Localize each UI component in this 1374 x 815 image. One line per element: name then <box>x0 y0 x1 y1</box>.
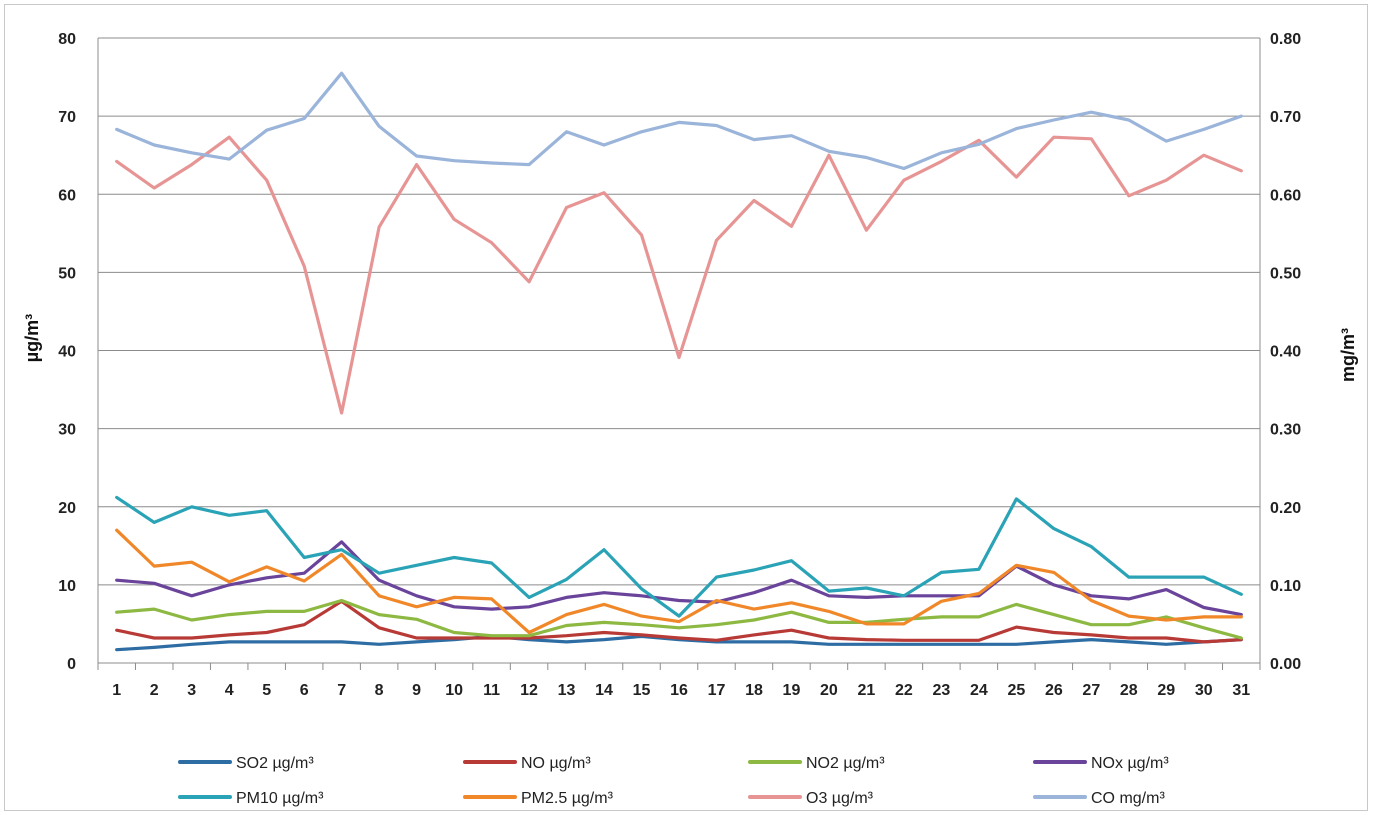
x-tick-label: 14 <box>595 682 613 699</box>
x-tick-label: 10 <box>445 682 463 699</box>
gridlines <box>98 37 1260 586</box>
x-tick-label: 29 <box>1157 682 1175 699</box>
y2-tick-label: 0.60 <box>1270 187 1301 204</box>
x-tick-label: 13 <box>558 682 576 699</box>
y-tick-label: 0 <box>67 656 76 673</box>
series-lines <box>115 71 1243 652</box>
x-tick-label: 26 <box>1045 682 1063 699</box>
legend-label-no2: NO2 µg/m³ <box>806 755 885 772</box>
x-tick-label: 4 <box>225 682 234 699</box>
x-tick-label: 19 <box>783 682 801 699</box>
y-tick-label: 20 <box>58 500 76 517</box>
y-tick-label: 60 <box>58 187 76 204</box>
legend-label-no: NO µg/m³ <box>521 755 591 772</box>
x-tick-label: 1 <box>112 682 121 699</box>
x-tick-label: 2 <box>150 682 159 699</box>
y-tick-label: 10 <box>58 578 76 595</box>
series-line-pm25 <box>115 528 1243 635</box>
y2-tick-label: 0.80 <box>1270 31 1301 48</box>
x-tick-label: 5 <box>262 682 271 699</box>
x-tick-label: 22 <box>895 682 913 699</box>
x-tick-label: 11 <box>483 682 500 699</box>
x-tick-label: 9 <box>412 682 421 699</box>
series-line-pm10 <box>115 495 1243 618</box>
y-tick-label: 80 <box>58 31 76 48</box>
y2-tick-label: 0.30 <box>1270 422 1301 439</box>
x-tick-label: 16 <box>670 682 688 699</box>
x-tick-label: 3 <box>187 682 196 699</box>
legend: SO2 µg/m³ NO µg/m³ NO2 µg/m³ NOx µg/m³ PM10 … <box>178 755 1169 807</box>
x-tick-label: 7 <box>337 682 346 699</box>
y-tick-label: 40 <box>58 344 76 361</box>
x-tick-label: 24 <box>970 682 988 699</box>
axes: 0 10 20 30 40 50 60 70 80 0.00 0.10 0.20 0.30 0.40 0.5… <box>58 31 1301 699</box>
legend-label-o3: O3 µg/m³ <box>806 790 874 807</box>
legend-label-co: CO mg/m³ <box>1091 790 1165 807</box>
y-tick-label: 50 <box>58 265 76 282</box>
x-tick-label: 17 <box>708 682 726 699</box>
legend-label-pm25: PM2.5 µg/m³ <box>521 790 614 807</box>
x-tick-label: 20 <box>820 682 838 699</box>
legend-label-nox: NOx µg/m³ <box>1091 755 1169 772</box>
y2-tick-label: 0.70 <box>1270 109 1301 126</box>
y-tick-label: 30 <box>58 422 76 439</box>
x-tick-label: 12 <box>520 682 538 699</box>
series-line-no2 <box>115 598 1243 640</box>
x-tick-label: 6 <box>300 682 309 699</box>
x-tick-label: 28 <box>1120 682 1138 699</box>
x-tick-label: 23 <box>932 682 950 699</box>
y2-tick-label: 0.10 <box>1270 578 1301 595</box>
x-tick-label: 31 <box>1232 682 1250 699</box>
x-tick-label: 30 <box>1195 682 1213 699</box>
x-tick-label: 18 <box>745 682 763 699</box>
y2-tick-label: 0.20 <box>1270 500 1301 517</box>
x-tick-label: 15 <box>633 682 651 699</box>
y2-tick-label: 0.40 <box>1270 344 1301 361</box>
x-tick-label: 8 <box>375 682 384 699</box>
x-tick-label: 27 <box>1082 682 1100 699</box>
y2-axis-title: mg/m³ <box>1338 328 1358 382</box>
y2-tick-label: 0.00 <box>1270 656 1301 673</box>
series-line-o3 <box>115 135 1243 415</box>
x-tick-label: 21 <box>858 682 876 699</box>
series-line-no <box>115 599 1243 644</box>
series-line-nox <box>115 540 1243 617</box>
y-axis-title: µg/m³ <box>22 314 42 362</box>
legend-label-so2: SO2 µg/m³ <box>236 755 314 772</box>
legend-label-pm10: PM10 µg/m³ <box>236 790 324 807</box>
y2-tick-label: 0.50 <box>1270 265 1301 282</box>
series-line-co <box>115 71 1243 171</box>
x-tick-label: 25 <box>1007 682 1025 699</box>
y-tick-label: 70 <box>58 109 76 126</box>
